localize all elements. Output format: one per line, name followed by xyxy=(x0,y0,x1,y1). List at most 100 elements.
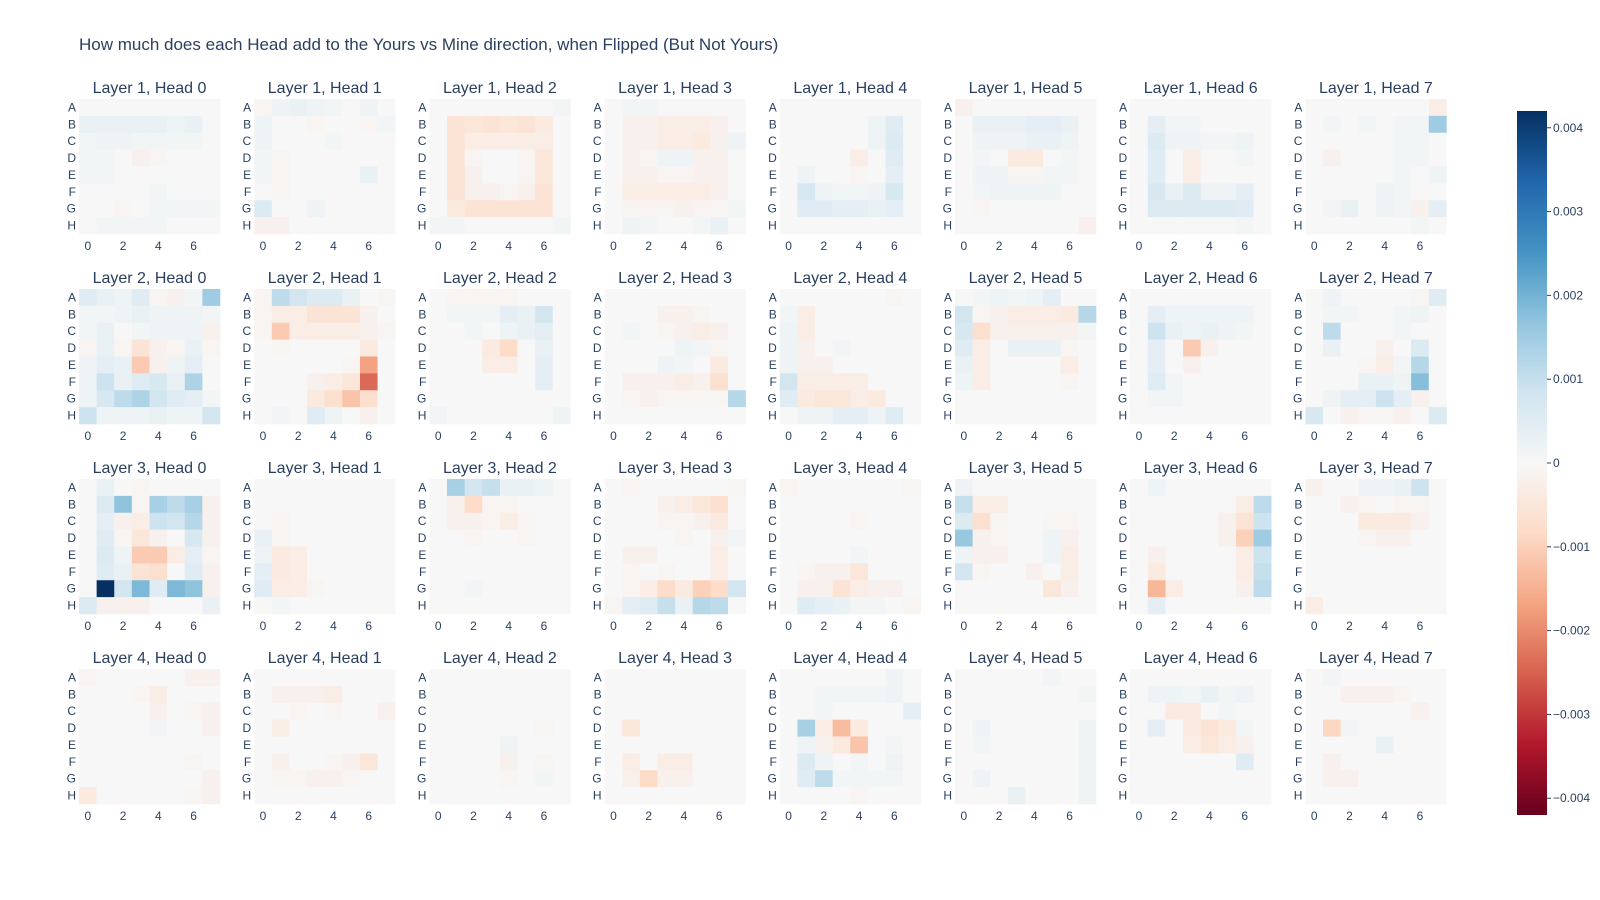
heatmap-cell xyxy=(885,495,904,514)
x-tick-label: 6 xyxy=(891,429,898,443)
heatmap-cell xyxy=(429,200,448,218)
heatmap-cell xyxy=(307,289,325,307)
heatmap-cell xyxy=(202,217,221,235)
heatmap-cell xyxy=(79,289,97,307)
heatmap-cell xyxy=(850,339,869,357)
heatmap-cell xyxy=(1358,736,1377,754)
y-tick-label: C xyxy=(1119,704,1128,718)
heatmap-cell xyxy=(289,753,308,771)
heatmap-cell xyxy=(254,115,273,134)
colorbar-tick-label: −0.004 xyxy=(1553,791,1590,805)
heatmap-cell xyxy=(131,149,150,167)
heatmap-cell xyxy=(1253,115,1272,134)
heatmap-cell xyxy=(1200,495,1219,514)
heatmap-cell xyxy=(1218,736,1237,754)
heatmap-cell xyxy=(955,529,973,547)
heatmap-cell xyxy=(1165,495,1184,514)
heatmap-cell xyxy=(727,495,746,514)
heatmap-cell xyxy=(1411,753,1430,771)
heatmap-cell xyxy=(552,546,571,564)
heatmap-cell xyxy=(1235,529,1254,547)
heatmap-cell xyxy=(1253,669,1272,687)
heatmap-cell xyxy=(1043,753,1062,771)
heatmap-cell xyxy=(1375,546,1394,564)
heatmap-cell xyxy=(464,597,483,615)
heatmap-cell xyxy=(499,563,518,581)
heatmap-cell xyxy=(79,183,97,201)
heatmap-cell xyxy=(1323,166,1341,184)
heatmap-cell xyxy=(1340,597,1359,615)
heatmap-cell xyxy=(727,685,746,704)
y-tick-label: E xyxy=(418,168,426,182)
heatmap-cell xyxy=(1043,685,1062,704)
heatmap-cell xyxy=(1411,149,1430,167)
heatmap-cell xyxy=(447,702,465,720)
heatmap-cell xyxy=(1375,99,1394,117)
y-tick-label: A xyxy=(769,290,777,304)
heatmap-cell xyxy=(307,99,325,117)
heatmap-cell xyxy=(1007,719,1026,737)
heatmap-cell xyxy=(447,390,465,408)
heatmap-cell xyxy=(727,597,746,615)
heatmap-cell xyxy=(675,669,694,687)
heatmap-cell xyxy=(377,407,396,425)
heatmap-cell xyxy=(1253,770,1272,788)
heatmap-cell xyxy=(114,217,133,235)
heatmap-cell xyxy=(184,390,203,408)
heatmap-cell xyxy=(359,99,378,117)
y-tick-label: G xyxy=(67,202,76,216)
heatmap-cell xyxy=(1428,685,1447,704)
heatmap-cell xyxy=(1078,149,1097,167)
heatmap-cell xyxy=(289,217,308,235)
heatmap-cell xyxy=(1130,115,1149,134)
heatmap-cell xyxy=(377,753,396,771)
heatmap-cell xyxy=(657,719,676,737)
heatmap-cell xyxy=(955,753,973,771)
heatmap-cell xyxy=(972,356,991,374)
heatmap-cell xyxy=(1235,753,1254,771)
heatmap-cell xyxy=(657,512,676,530)
heatmap-cell xyxy=(1200,200,1219,218)
heatmap-cell xyxy=(1025,736,1044,754)
heatmap-cell xyxy=(903,200,922,218)
heatmap-cell xyxy=(1235,702,1254,720)
heatmap-cell xyxy=(447,305,465,324)
heatmap-cell xyxy=(797,685,816,704)
heatmap-cell xyxy=(535,702,554,720)
heatmap-cell xyxy=(79,99,97,117)
heatmap-cell xyxy=(797,132,816,150)
heatmap-cell xyxy=(1060,200,1079,218)
heatmap-cell xyxy=(377,305,396,324)
x-tick-label: 6 xyxy=(1066,239,1073,253)
heatmap-cell xyxy=(342,580,361,598)
heatmap-cell xyxy=(96,580,115,598)
y-tick-label: E xyxy=(944,548,952,562)
heatmap-cell xyxy=(1130,597,1149,615)
heatmap-cell xyxy=(1025,322,1044,340)
heatmap-cell xyxy=(359,373,378,391)
x-tick-label: 2 xyxy=(120,239,127,253)
heatmap-cell xyxy=(779,702,798,720)
y-tick-label: D xyxy=(243,341,252,355)
heatmap-cell xyxy=(955,322,973,340)
heatmap-cell xyxy=(972,183,991,201)
x-tick-label: 0 xyxy=(785,429,792,443)
heatmap-cell xyxy=(710,495,729,514)
heatmap-cell xyxy=(482,356,501,374)
heatmap-cell xyxy=(131,529,150,547)
heatmap-cell xyxy=(482,495,501,514)
x-tick-label: 0 xyxy=(260,429,267,443)
heatmap-cell xyxy=(1165,597,1184,615)
heatmap-cell xyxy=(622,580,641,598)
heatmap-cell xyxy=(955,339,973,357)
heatmap-cell xyxy=(710,719,729,737)
heatmap-cell xyxy=(1130,183,1149,201)
heatmap-cell xyxy=(1235,322,1254,340)
y-tick-label: B xyxy=(1294,117,1302,131)
heatmap-cell xyxy=(377,512,396,530)
heatmap-cell xyxy=(1130,753,1149,771)
heatmap-cell xyxy=(692,597,711,615)
x-tick-label: 0 xyxy=(260,809,267,823)
heatmap-cell xyxy=(657,149,676,167)
